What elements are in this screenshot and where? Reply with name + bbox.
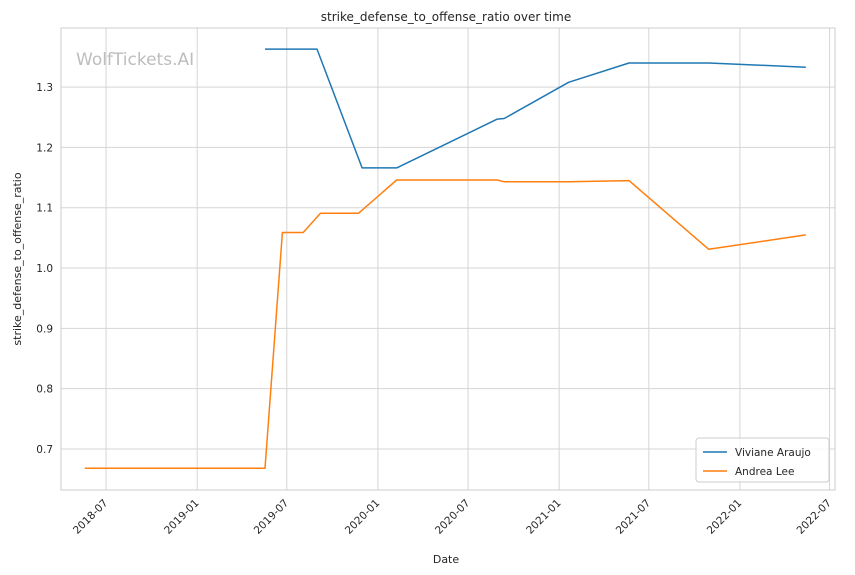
watermark-text: WolfTickets.AI <box>76 50 194 70</box>
legend: Viviane Araujo Andrea Lee <box>695 437 830 483</box>
y-tick-label: 0.9 <box>36 323 53 335</box>
series-line-1 <box>265 48 806 169</box>
x-tick-label: 2019-01 <box>162 497 202 537</box>
series-lines <box>84 48 806 470</box>
x-axis-label: Date <box>433 553 460 566</box>
x-tick-label: 2021-01 <box>524 497 564 537</box>
y-tick-label: 0.7 <box>36 444 53 456</box>
x-tick-label: 2018-07 <box>71 497 111 537</box>
y-tick-label: 1.0 <box>36 263 53 275</box>
legend-box <box>695 437 830 483</box>
y-tick-label: 1.2 <box>36 142 53 154</box>
x-tick-label: 2022-07 <box>794 497 834 537</box>
x-tick-label: 2021-07 <box>614 497 654 537</box>
x-tick-label: 2022-01 <box>705 497 745 537</box>
grid-lines <box>61 28 835 490</box>
y-tick-label: 1.3 <box>36 82 53 94</box>
y-axis-label: strike_defense_to_offense_ratio <box>11 172 24 345</box>
plot-frame <box>60 27 836 491</box>
series-line-2 <box>84 179 806 470</box>
chart-title: strike_defense_to_offense_ratio over tim… <box>321 10 571 24</box>
x-tick-label: 2019-07 <box>252 497 292 537</box>
legend-label: Viviane Araujo <box>735 447 811 459</box>
y-tick-label: 1.1 <box>36 203 53 215</box>
legend-label: Andrea Lee <box>735 466 794 478</box>
x-tick-label: 2020-07 <box>433 497 473 537</box>
x-tick-label: 2020-01 <box>343 497 383 537</box>
y-tick-label: 0.8 <box>36 384 53 396</box>
